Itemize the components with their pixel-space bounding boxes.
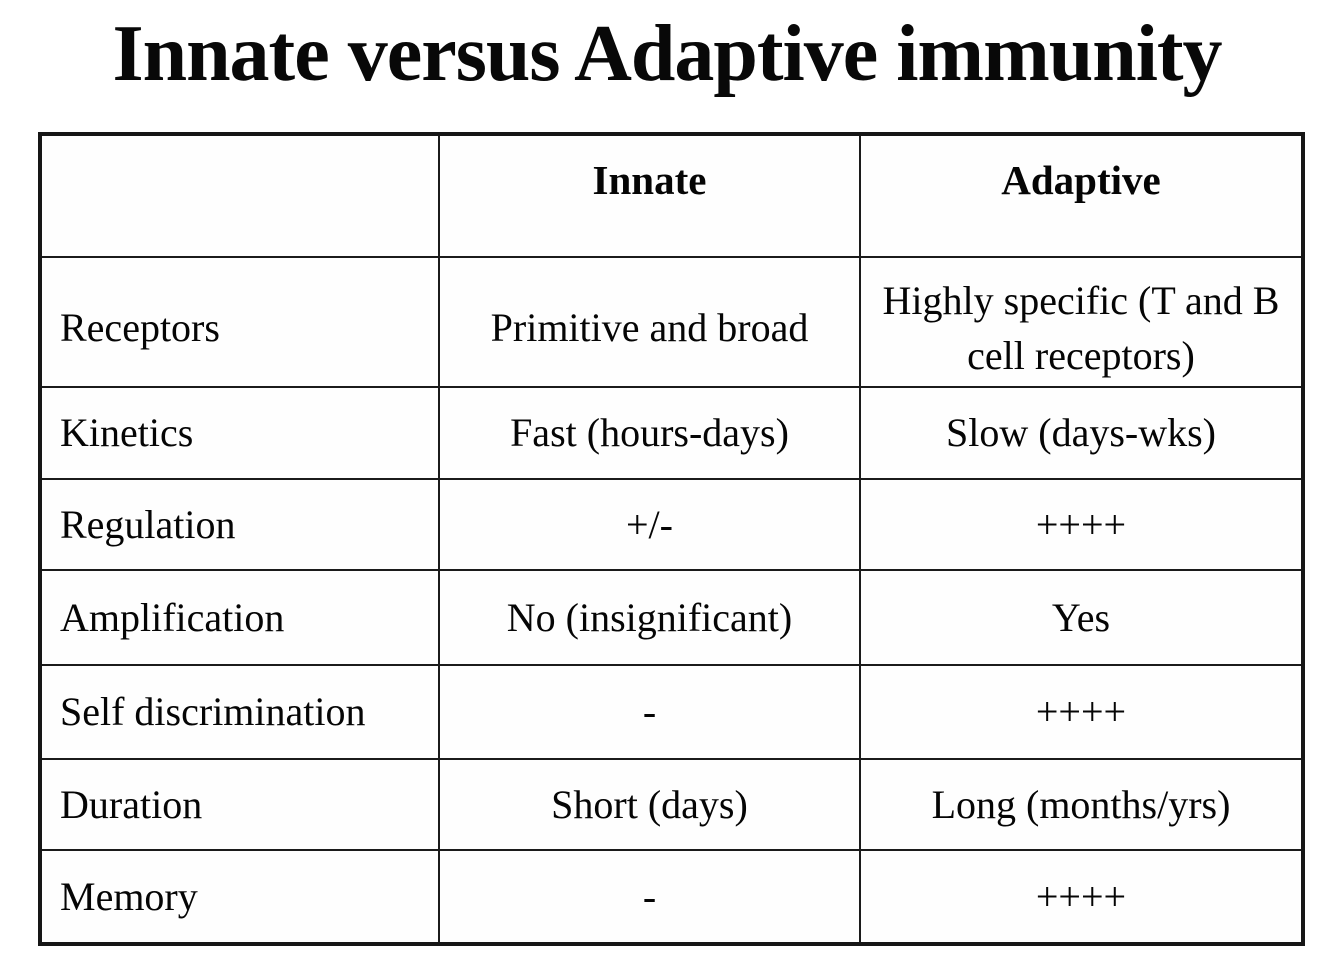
adaptive-value: Slow (days-wks) xyxy=(859,386,1304,480)
row-label: Amplification xyxy=(39,569,440,666)
immunity-comparison-table: Innate Adaptive Receptors Primitive and … xyxy=(38,132,1305,946)
adaptive-value: Yes xyxy=(859,569,1304,666)
adaptive-value: Highly specific (T and B cell receptors) xyxy=(859,256,1304,388)
header-cell-innate: Innate xyxy=(438,133,861,258)
table-row-amplification: Amplification No (insignificant) Yes xyxy=(39,569,1304,666)
table-row-regulation: Regulation +/- ++++ xyxy=(39,478,1304,571)
page-title: Innate versus Adaptive immunity xyxy=(112,10,1222,98)
row-label: Duration xyxy=(39,758,440,851)
row-label: Self discrimination xyxy=(39,664,440,760)
table-row-self-discrimination: Self discrimination - ++++ xyxy=(39,664,1304,760)
innate-value: No (insignificant) xyxy=(438,569,861,666)
header-cell-empty xyxy=(39,133,440,258)
innate-value: +/- xyxy=(438,478,861,571)
table-row-kinetics: Kinetics Fast (hours-days) Slow (days-wk… xyxy=(39,386,1304,480)
row-label: Memory xyxy=(39,849,440,945)
innate-value: Short (days) xyxy=(438,758,861,851)
innate-value: - xyxy=(438,664,861,760)
header-cell-adaptive: Adaptive xyxy=(859,133,1304,258)
table-row-duration: Duration Short (days) Long (months/yrs) xyxy=(39,758,1304,851)
innate-value: Primitive and broad xyxy=(438,256,861,388)
row-label: Regulation xyxy=(39,478,440,571)
adaptive-value: ++++ xyxy=(859,664,1304,760)
innate-value: - xyxy=(438,849,861,945)
adaptive-value: ++++ xyxy=(859,478,1304,571)
table-row-receptors: Receptors Primitive and broad Highly spe… xyxy=(39,256,1304,388)
row-label: Kinetics xyxy=(39,386,440,480)
adaptive-value: Long (months/yrs) xyxy=(859,758,1304,851)
row-label: Receptors xyxy=(39,256,440,388)
table-header-row: Innate Adaptive xyxy=(39,133,1304,258)
table-row-memory: Memory - ++++ xyxy=(39,849,1304,945)
adaptive-value: ++++ xyxy=(859,849,1304,945)
innate-value: Fast (hours-days) xyxy=(438,386,861,480)
